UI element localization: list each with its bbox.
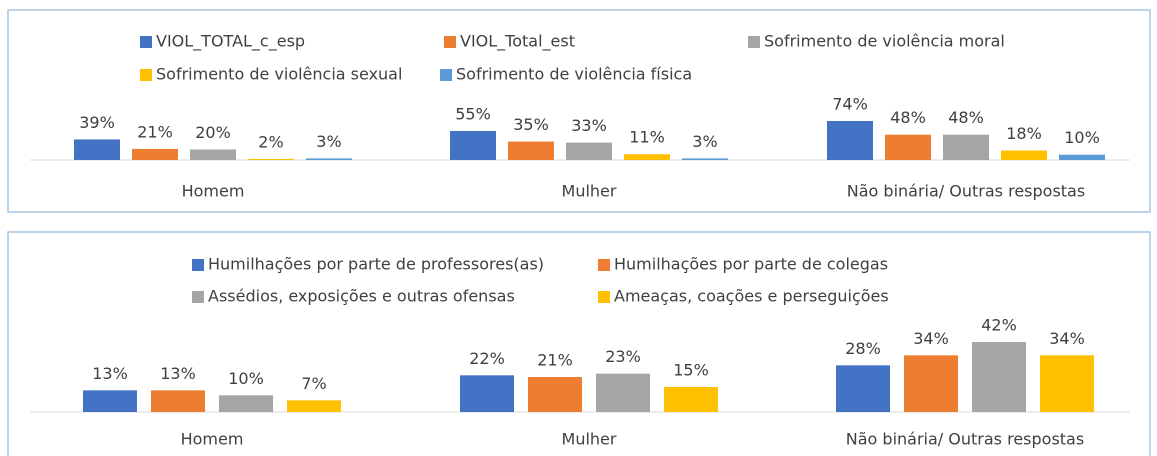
bar xyxy=(836,365,890,412)
value-label: 48% xyxy=(948,108,984,127)
bar xyxy=(596,373,650,412)
value-label: 10% xyxy=(1064,128,1100,147)
value-label: 48% xyxy=(890,108,926,127)
bar xyxy=(450,131,496,160)
legend-swatch xyxy=(748,36,760,48)
bar xyxy=(885,134,931,160)
category-label: Mulher xyxy=(562,430,617,449)
bar xyxy=(943,134,989,160)
bar xyxy=(132,148,178,160)
legend-label: Ameaças, coações e perseguições xyxy=(614,287,889,306)
value-label: 3% xyxy=(692,132,717,151)
value-label: 28% xyxy=(845,339,881,358)
legend-swatch xyxy=(140,36,152,48)
value-label: 34% xyxy=(913,329,949,348)
category-label: Homem xyxy=(181,430,244,449)
legend-swatch xyxy=(192,291,204,303)
value-label: 23% xyxy=(605,347,641,366)
legend-label: VIOL_TOTAL_c_esp xyxy=(156,32,305,52)
bar xyxy=(566,142,612,160)
bar xyxy=(248,158,294,160)
category-label: Homem xyxy=(182,182,245,201)
bar xyxy=(904,355,958,412)
value-label: 21% xyxy=(137,122,173,141)
bar xyxy=(74,139,120,160)
legend-swatch xyxy=(598,291,610,303)
legend-label: Assédios, exposições e outras ofensas xyxy=(208,287,515,306)
bar xyxy=(287,400,341,412)
bar xyxy=(151,390,205,412)
legend-label: Sofrimento de violência física xyxy=(456,65,692,84)
value-label: 21% xyxy=(537,351,573,370)
bar xyxy=(460,375,514,412)
value-label: 10% xyxy=(228,369,264,388)
value-label: 74% xyxy=(832,95,868,114)
bar xyxy=(83,390,137,412)
legend-swatch xyxy=(140,69,152,81)
legend-swatch xyxy=(444,36,456,48)
value-label: 15% xyxy=(673,361,709,380)
value-label: 13% xyxy=(92,364,128,383)
value-label: 18% xyxy=(1006,124,1042,143)
bar xyxy=(528,377,582,412)
category-label: Não binária/ Outras respostas xyxy=(846,430,1084,449)
value-label: 20% xyxy=(195,123,231,142)
bar xyxy=(1059,154,1105,160)
bar xyxy=(306,158,352,160)
value-label: 34% xyxy=(1049,329,1085,348)
legend-swatch xyxy=(440,69,452,81)
bar xyxy=(682,158,728,160)
value-label: 55% xyxy=(455,105,491,124)
value-label: 35% xyxy=(513,115,549,134)
bar xyxy=(664,387,718,412)
bar xyxy=(508,141,554,160)
value-label: 22% xyxy=(469,349,505,368)
panel-frame xyxy=(7,9,1151,213)
panel-frame xyxy=(7,231,1151,456)
legend-label: Sofrimento de violência moral xyxy=(764,32,1005,51)
bar xyxy=(827,121,873,160)
legend-label: Sofrimento de violência sexual xyxy=(156,65,402,84)
bar xyxy=(190,149,236,160)
bar xyxy=(219,395,273,412)
value-label: 2% xyxy=(258,132,283,151)
bar xyxy=(624,154,670,160)
value-label: 7% xyxy=(301,374,326,393)
legend-swatch xyxy=(598,259,610,271)
value-label: 39% xyxy=(79,113,115,132)
legend-swatch xyxy=(192,259,204,271)
bar xyxy=(1040,355,1094,412)
category-label: Não binária/ Outras respostas xyxy=(847,182,1085,201)
category-label: Mulher xyxy=(562,182,617,201)
value-label: 42% xyxy=(981,316,1017,335)
value-label: 13% xyxy=(160,364,196,383)
value-label: 3% xyxy=(316,132,341,151)
legend-label: VIOL_Total_est xyxy=(460,32,575,52)
legend-label: Humilhações por parte de professores(as) xyxy=(208,255,544,274)
value-label: 11% xyxy=(629,128,665,147)
value-label: 33% xyxy=(571,116,607,135)
bar xyxy=(1001,150,1047,160)
bar xyxy=(972,342,1026,412)
legend-label: Humilhações por parte de colegas xyxy=(614,255,888,274)
